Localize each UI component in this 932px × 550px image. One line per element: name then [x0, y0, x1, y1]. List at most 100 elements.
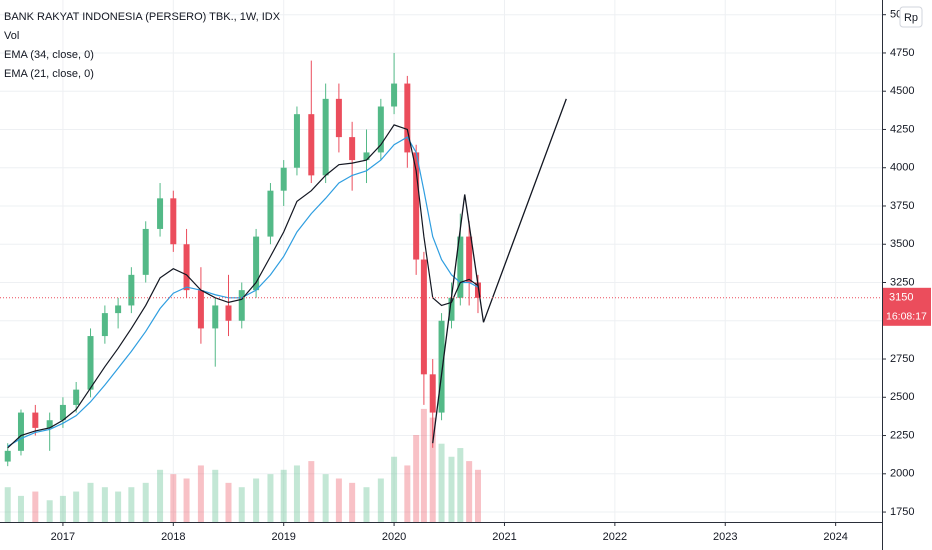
volume-bar — [363, 487, 370, 522]
plot — [0, 52, 882, 467]
candle-body — [322, 98, 329, 176]
indicator-label: Vol — [4, 30, 19, 42]
candle-body — [73, 389, 80, 405]
candle-body — [253, 236, 260, 291]
grid — [0, 0, 882, 522]
volume-bar — [429, 417, 436, 522]
countdown-label: 16:08:17 — [886, 311, 927, 323]
candle-body — [267, 190, 274, 237]
volume-bar — [115, 491, 122, 522]
x-tick-label: 2019 — [271, 531, 295, 543]
volume-bar — [197, 465, 204, 522]
x-tick-label: 2022 — [603, 531, 627, 543]
volume-bar — [438, 443, 445, 522]
candle-body — [466, 236, 473, 283]
candle-body — [438, 320, 445, 413]
x-tick-label: 2018 — [161, 531, 185, 543]
y-tick-label: 3500 — [890, 238, 914, 250]
candle-body — [4, 450, 11, 462]
y-tick-label: 4000 — [890, 162, 914, 174]
candle-body — [429, 374, 436, 413]
volume-bar — [322, 474, 329, 522]
y-tick-label: 2750 — [890, 353, 914, 365]
ema-line — [7, 124, 479, 449]
currency-button[interactable] — [899, 6, 923, 28]
volume-bar — [448, 456, 455, 522]
candle-body — [17, 412, 24, 451]
indicator-label: EMA (21, close, 0) — [4, 68, 94, 80]
candle-body — [391, 83, 398, 107]
chart-title: BANK RAKYAT INDONESIA (PERSERO) TBK., 1W… — [4, 11, 281, 23]
candle-body — [115, 305, 122, 314]
y-tick-label: 2250 — [890, 429, 914, 441]
candle-body — [293, 114, 300, 168]
volume-bar — [73, 491, 80, 522]
candle-body — [225, 305, 232, 321]
volume-bar — [32, 491, 39, 522]
candle-body — [87, 336, 94, 390]
currency-label: Rp — [904, 12, 918, 24]
volume-bar — [225, 482, 232, 522]
x-tick-label: 2020 — [382, 531, 406, 543]
volume-bar — [474, 469, 481, 522]
candle-body — [420, 259, 427, 375]
volume-bar — [404, 465, 411, 522]
volume-bar — [128, 487, 135, 522]
volume-bar — [267, 474, 274, 522]
volume-bar — [349, 482, 356, 522]
volume-pane — [4, 408, 481, 522]
volume-bar — [377, 478, 384, 522]
volume-bar — [457, 448, 464, 522]
candle-body — [474, 282, 481, 298]
volume-bar — [142, 482, 149, 522]
candle-body — [363, 152, 370, 161]
trend-drawing — [432, 98, 567, 444]
candle-body — [457, 236, 464, 298]
volume-bar — [335, 478, 342, 522]
candle-body — [238, 290, 245, 321]
volume-bar — [46, 500, 53, 522]
y-tick-label: 3250 — [890, 276, 914, 288]
candle-body — [59, 404, 66, 421]
volume-bar — [293, 465, 300, 522]
volume-bar — [413, 435, 420, 522]
candle-body — [46, 420, 53, 428]
volume-bar — [170, 474, 177, 522]
y-tick-label: 1750 — [890, 506, 914, 518]
volume-bar — [17, 495, 24, 522]
volume-bar — [420, 408, 427, 522]
candle-body — [197, 290, 204, 329]
candle-body — [128, 274, 135, 306]
y-tick-label: 2000 — [890, 468, 914, 480]
ema-line — [7, 136, 479, 447]
last-price-box — [883, 287, 931, 326]
candle-body — [101, 313, 108, 337]
x-tick-label: 2023 — [713, 531, 737, 543]
y-tick-label: 4250 — [890, 123, 914, 135]
volume-bar — [212, 469, 219, 522]
x-tick-label: 2021 — [492, 531, 516, 543]
y-tick-label: 3750 — [890, 200, 914, 212]
candle-body — [157, 198, 164, 229]
volume-bar — [391, 456, 398, 522]
volume-bar — [183, 478, 190, 522]
volume-bar — [466, 461, 473, 522]
indicator-label: EMA (34, close, 0) — [4, 49, 94, 61]
volume-bar — [101, 487, 108, 522]
volume-bar — [157, 469, 164, 522]
candle-body — [32, 412, 39, 428]
volume-bar — [280, 469, 287, 522]
volume-bar — [238, 487, 245, 522]
volume-bar — [87, 482, 94, 522]
candle-body — [280, 167, 287, 191]
volume-bar — [59, 495, 66, 522]
y-tick-label: 4500 — [890, 85, 914, 97]
candle-body — [349, 137, 356, 161]
x-tick-label: 2024 — [823, 531, 847, 543]
volume-bar — [4, 487, 11, 522]
candle-body — [448, 297, 455, 321]
volume-bar — [253, 478, 260, 522]
candle-body — [335, 98, 342, 138]
